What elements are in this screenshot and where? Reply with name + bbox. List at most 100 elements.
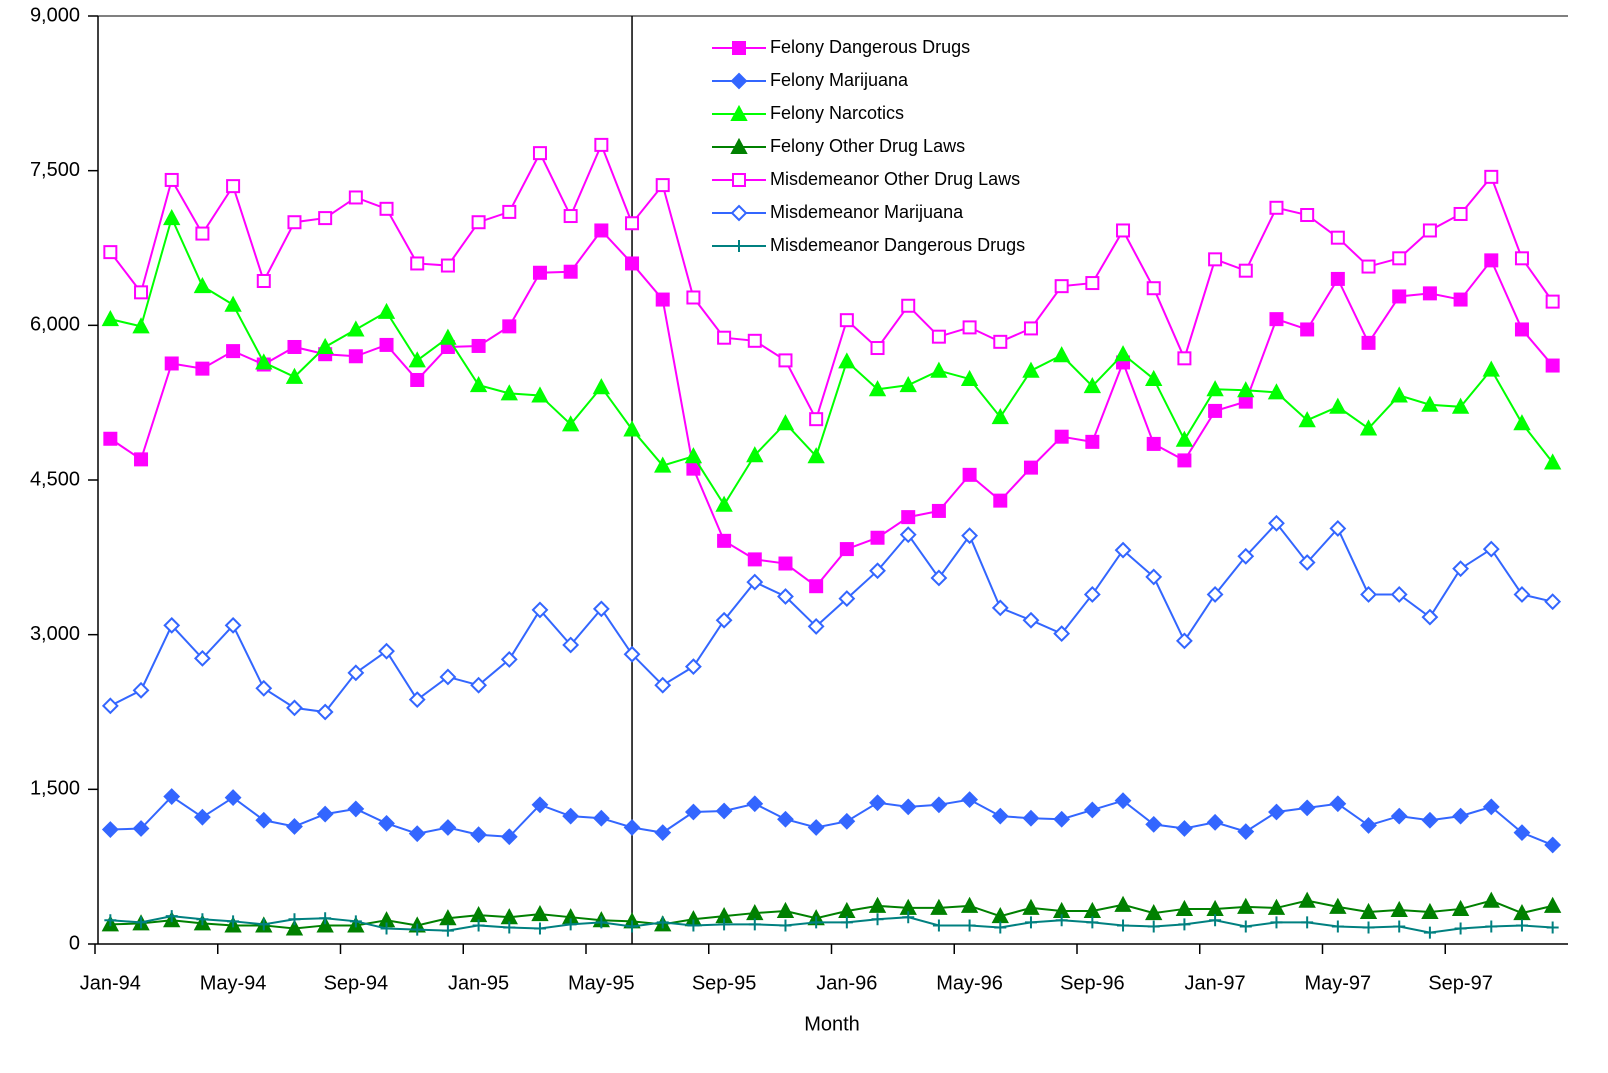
data-point (377, 302, 396, 319)
data-point (1513, 586, 1531, 603)
data-point (1270, 916, 1283, 929)
data-point (899, 376, 917, 393)
data-point (562, 807, 580, 825)
data-point (839, 313, 854, 328)
data-point (563, 264, 578, 279)
legend-label: Felony Narcotics (770, 103, 904, 123)
x-tick-label: May-96 (936, 972, 1003, 994)
data-point (871, 913, 884, 926)
legend-marker (730, 72, 748, 90)
data-point (1022, 611, 1040, 629)
data-point (1145, 815, 1163, 833)
data-point (285, 367, 304, 384)
data-point (777, 810, 794, 828)
data-point (1054, 429, 1069, 444)
data-point (1544, 836, 1562, 854)
data-point (1086, 916, 1099, 929)
data-point (257, 918, 270, 931)
data-point (1238, 394, 1253, 409)
data-point (931, 503, 946, 518)
data-point (1114, 345, 1132, 362)
data-point (1022, 898, 1040, 915)
data-point (531, 796, 549, 814)
data-point (195, 226, 210, 241)
data-point (899, 526, 917, 544)
data-point (316, 703, 334, 721)
data-point (1421, 395, 1439, 412)
data-point (163, 208, 181, 226)
data-point (1545, 294, 1560, 309)
data-point (1300, 322, 1315, 337)
data-point (255, 679, 273, 697)
data-point (993, 334, 1008, 349)
legend-marker (730, 137, 748, 154)
data-point (347, 664, 365, 682)
data-point (1116, 223, 1131, 238)
data-point (132, 681, 150, 699)
data-point (1545, 358, 1560, 373)
x-tick-label: Sep-96 (1060, 972, 1125, 994)
data-point (717, 533, 732, 548)
data-point (623, 819, 641, 836)
data-point (1055, 914, 1068, 927)
data-point (1452, 560, 1470, 578)
data-point (318, 211, 333, 226)
data-point (1177, 351, 1192, 366)
data-point (1543, 453, 1562, 470)
data-point (1145, 568, 1163, 586)
x-tick-label: Sep-97 (1428, 972, 1493, 994)
data-point (930, 569, 948, 587)
data-point (1206, 813, 1224, 831)
data-point (654, 676, 672, 694)
data-point (503, 921, 516, 934)
x-tick-label: Jan-94 (80, 972, 141, 994)
data-point (1393, 920, 1406, 933)
data-point (1423, 926, 1436, 939)
data-point (286, 699, 303, 717)
data-point (441, 924, 454, 937)
data-point (930, 898, 948, 915)
data-point (1053, 625, 1071, 643)
data-point (1022, 809, 1040, 827)
data-point (686, 290, 701, 305)
data-point (1513, 414, 1531, 431)
y-tick-label: 4,500 (30, 468, 80, 490)
data-point (1390, 586, 1408, 603)
data-point (625, 256, 640, 271)
data-point (1330, 271, 1345, 286)
data-point (348, 190, 363, 205)
x-axis-label: Month (804, 1013, 860, 1035)
data-point (1298, 891, 1316, 908)
data-point (132, 317, 150, 334)
data-point (347, 320, 365, 337)
data-point (626, 920, 639, 933)
data-point (135, 916, 148, 929)
data-point (193, 277, 212, 294)
data-point (656, 916, 669, 929)
data-point (625, 216, 640, 231)
data-point (870, 530, 885, 545)
data-point (1145, 903, 1163, 921)
data-point (1451, 397, 1470, 414)
data-point (502, 204, 517, 219)
data-point (193, 649, 211, 667)
data-point (684, 447, 703, 464)
data-point (1482, 798, 1500, 816)
data-point (778, 353, 793, 368)
data-point (1206, 380, 1224, 397)
data-point (899, 798, 917, 816)
data-point (531, 601, 549, 619)
data-point (316, 805, 334, 823)
data-point (931, 329, 946, 344)
data-point (532, 265, 547, 280)
x-tick-label: May-95 (568, 972, 635, 994)
data-point (439, 819, 457, 836)
data-point (164, 172, 179, 187)
y-tick-label: 9,000 (30, 4, 80, 26)
legend-label: Felony Marijuana (770, 70, 909, 90)
data-point (500, 650, 518, 668)
data-point (347, 800, 365, 818)
data-point (1083, 801, 1101, 819)
data-point (1421, 811, 1439, 829)
data-point (470, 826, 488, 844)
